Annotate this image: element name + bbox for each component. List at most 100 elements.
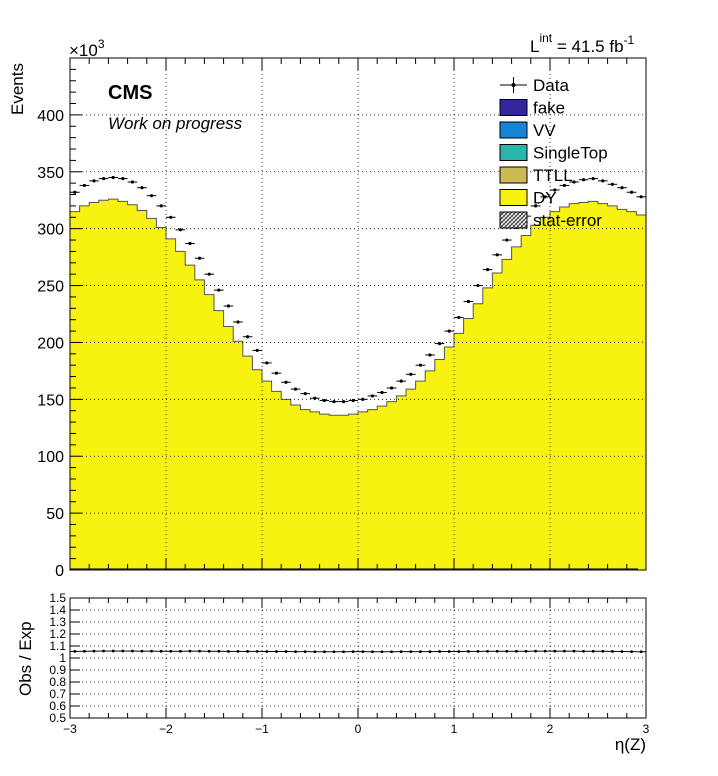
ratio-point [553,649,557,653]
ratio-y-tick-label: 0.9 [49,663,66,677]
data-point [534,204,538,208]
x-tick-label: 3 [643,722,650,736]
data-point [582,178,586,182]
data-point [150,194,154,198]
data-point [447,329,451,333]
legend-label: TTLL [533,166,573,185]
legend-label: VV [533,121,556,140]
data-point [303,392,307,396]
data-point [121,177,125,181]
ratio-point [83,649,86,653]
x-axis-title: η(Z) [615,735,646,754]
ratio-plot-panel: 0.50.60.70.80.911.11.21.31.41.5−3 −2 −1 0 1 2… [49,591,649,736]
y-tick-label: 100 [37,449,64,466]
exponent-label: ×103 [69,37,105,60]
data-point [332,400,336,404]
data-point [630,190,634,194]
ratio-point [217,649,221,653]
x-tick-label: 1 [451,722,458,736]
ratio-point [399,650,403,654]
data-point [495,253,499,257]
ratio-point [284,650,288,653]
y-axis-title-top: Events [8,63,27,115]
ratio-point [131,649,134,653]
ratio-point [572,649,576,653]
ratio-point [361,650,365,654]
data-point [572,180,576,184]
ratio-point [179,649,182,653]
cms-label: CMS [108,82,152,104]
ratio-point [419,650,422,654]
data-point [639,195,643,199]
data-point [130,180,134,184]
data-point [207,272,211,276]
data-point [82,183,86,188]
data-point [553,188,557,192]
data-point [486,268,490,272]
ratio-point [380,650,384,654]
legend-label: SingleTop [533,144,608,163]
data-point [322,398,326,403]
ratio-point [227,650,230,653]
ratio-point [409,650,413,654]
legend-swatch [499,189,528,206]
data-point [140,186,144,190]
ratio-point [150,649,154,653]
ratio-point [159,649,163,653]
legend-swatch [499,211,528,229]
lumi-label: Lint = 41.5 fb-1 [530,31,635,56]
ratio-point [351,650,355,654]
legend-entry-stat-error: stat-error [499,211,602,230]
ratio-point [428,650,432,654]
work-label: Work on progress [108,114,243,133]
legend-entry-dy: DY [499,189,557,208]
ratio-y-tick-label: 1.3 [49,615,66,629]
ratio-point [515,649,518,653]
ratio-point [467,650,470,653]
ratio-point [246,650,250,653]
dy-histogram-fill [70,199,646,570]
data-point [591,177,595,181]
main-plot-panel: 0 50 100 150 200 250 300 350 400 [37,57,647,580]
ratio-y-tick-label: 1.1 [49,639,66,653]
ratio-point [303,650,307,654]
data-point [246,335,250,339]
data-point [409,372,413,376]
data-point [418,363,422,367]
data-point [370,394,374,398]
legend-entry-singletop: SingleTop [499,144,608,163]
x-tick-label: 2 [547,722,554,736]
ratio-point [543,649,547,653]
ratio-point [563,649,566,653]
ratio-y-tick-label: 1.4 [49,603,66,617]
y-tick-label: 0 [55,563,64,580]
ratio-point [505,649,509,653]
data-point [198,256,202,260]
legend-entry-ttll: TTLL [499,166,573,185]
x-tick-label: −3 [63,722,77,736]
data-point [543,195,547,199]
data-point [620,186,624,190]
data-point [562,183,567,188]
ratio-point [371,650,374,654]
legend-data-marker [511,83,516,87]
ratio-point [207,649,211,653]
ratio-point [524,649,528,653]
y-axis-title-ratio: Obs / Exp [16,621,35,696]
data-point [428,353,432,357]
data-point [610,182,615,186]
ratio-point [92,649,96,653]
data-point [390,386,394,390]
ratio-point [121,649,125,653]
ratio-point [188,649,192,653]
ratio-point [486,649,489,653]
data-point [342,400,346,404]
x-tick-label: −2 [159,722,173,736]
ratio-point [255,650,259,653]
y-tick-label: 400 [37,108,64,125]
ratio-point [236,650,240,653]
legend-swatch [499,166,528,184]
data-point [505,238,509,242]
ratio-y-tick-label: 1.2 [49,627,66,641]
